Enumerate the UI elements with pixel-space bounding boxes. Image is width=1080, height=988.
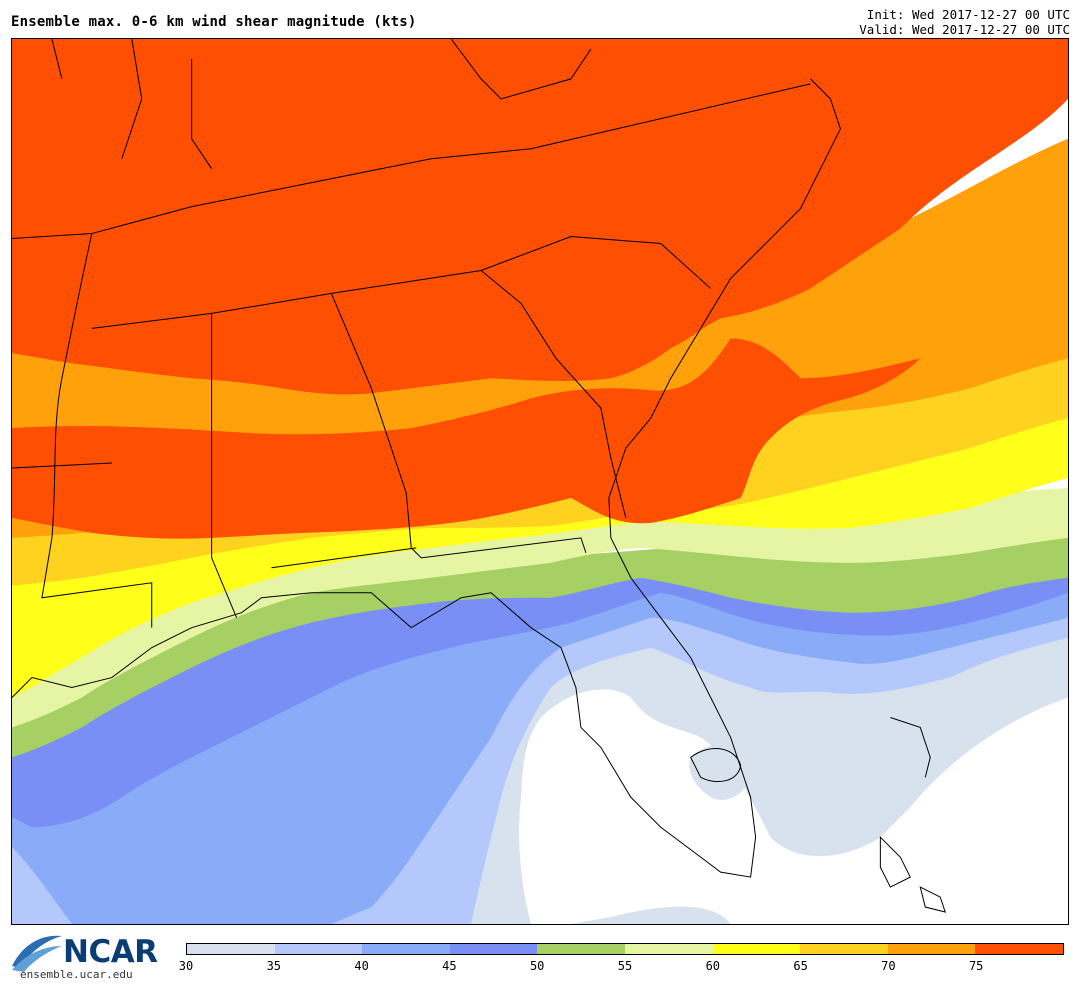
band-lt30-patch [519,689,1068,924]
chart-title: Ensemble max. 0-6 km wind shear magnitud… [11,14,417,30]
coastline [12,78,841,878]
colorbar-segment [187,944,275,954]
colorbar-tick-label: 35 [266,959,282,973]
colorbar-segment [274,944,363,954]
valid-time: Valid: Wed 2017-12-27 00 UTC [859,22,1070,37]
colorbar-segment [800,944,888,954]
colorbar-segment [887,944,976,954]
band-30-island [689,744,752,800]
colorbar-segment [624,944,713,954]
colorbar-tick-label: 70 [881,959,896,973]
colorbar [186,943,1064,955]
colorbar-segment [449,944,538,954]
colorbar-tick-label: 40 [354,959,369,973]
colorbar-segment [975,944,1063,954]
band-45 [12,537,1068,828]
init-time: Init: Wed 2017-12-27 00 UTC [866,7,1070,22]
colorbar-segment [362,944,450,954]
band-75 [12,39,1068,395]
map-panel [11,38,1069,925]
state-borders [12,39,811,628]
colorbar-tick-label: 45 [442,959,457,973]
colorbar-tick-label: 55 [617,959,633,973]
run-info: Init: Wed 2017-12-27 00 UTC Valid: Wed 2… [859,7,1070,37]
lake-okeechobee [690,748,742,783]
ncar-logo-text: NCAR [63,934,158,970]
band-75-lobe-south [12,338,921,539]
ncar-logo-icon [12,935,62,972]
colorbar-tick-label: 30 [178,959,194,973]
colorbar-segment [537,944,625,954]
colorbar-tick-label: 75 [968,959,984,973]
colorbar-tick-label: 50 [529,959,545,973]
colorbar-tick-label: 60 [705,959,721,973]
colorbar-tick-label: 65 [793,959,808,973]
website-label: ensemble.ucar.edu [20,968,133,981]
bahamas-outline [879,716,946,913]
colorbar-segment [712,944,801,954]
wind-shear-map [12,39,1068,924]
